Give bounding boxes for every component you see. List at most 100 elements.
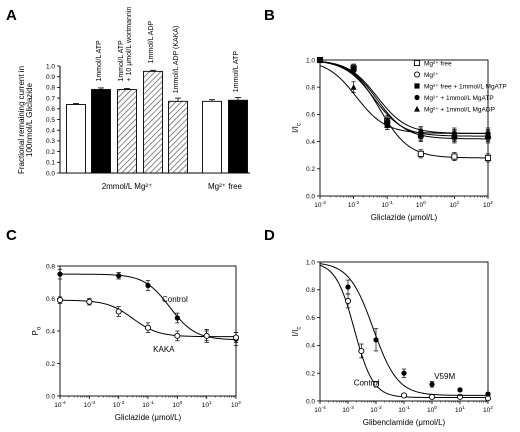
data-point: [144, 324, 152, 331]
y-tick-label: 0.0: [306, 398, 315, 405]
bar: [66, 104, 86, 174]
bar-label: 1mmol/L ATP: [233, 51, 240, 93]
x-tick-label: 101: [455, 405, 465, 414]
x-tick-exponent: -2: [377, 405, 382, 411]
bar-label: 1mmol/L ADP: [148, 20, 155, 63]
x-tick-label: 10-1: [142, 400, 154, 409]
bar: [228, 99, 248, 174]
legend-entry: Mg²⁺ + 1mmol/L MgATP: [424, 95, 494, 102]
x-tick-label: 100: [172, 400, 182, 409]
data-point: [417, 150, 424, 157]
y-tick-label: 0.2: [46, 149, 55, 156]
x-tick-label: 10-2: [370, 405, 382, 414]
data-point: [232, 334, 240, 341]
x-tick-base: 10: [427, 407, 435, 414]
x-tick-base: 10: [370, 407, 378, 414]
data-point: [451, 131, 458, 138]
y-tick-label: 0.8: [306, 287, 315, 294]
data-point: [358, 347, 365, 355]
y-tick-label: 0.8: [46, 85, 55, 92]
fit-curve: [319, 263, 488, 396]
y-tick-label: 0.1: [46, 160, 55, 167]
data-point: [413, 59, 421, 67]
x-axis-label: Gliclazide (μmol/L): [371, 213, 438, 222]
x-tick-exponent: -3: [349, 405, 354, 411]
panel-a-bar-chart: 0.0 0.1 0.2 0.3 0.4 0.5 0.6 0.7 0.8 0.9 1.0 Fractio…: [17, 7, 250, 191]
x-tick-label: 10-1: [398, 405, 410, 414]
x-tick-base: 10: [113, 402, 121, 409]
x-tick-exponent: 1: [209, 400, 212, 406]
data-point: [350, 84, 357, 90]
x-tick-label: 10-2: [113, 400, 125, 409]
curve-annotation: KAKA: [153, 345, 175, 354]
x-tick-base: 10: [342, 407, 350, 414]
x-tick-exponent: -3: [321, 200, 326, 206]
x-tick-label: 101: [202, 400, 212, 409]
group-label: Mg²⁺ free: [208, 182, 243, 191]
data-point: [203, 332, 210, 339]
legend-entry: Mg²⁺: [424, 72, 439, 79]
x-tick-label: 100: [416, 200, 426, 209]
curve-annotation: Control: [354, 379, 380, 388]
bar-label-line: 1mmol/L ADP (KAKA): [173, 26, 180, 94]
data-point: [344, 297, 352, 304]
y-tick-label: 0.0: [46, 170, 55, 177]
data-point: [457, 387, 463, 393]
x-tick-exponent: -1: [389, 200, 394, 206]
x-tick-exponent: -3: [91, 400, 96, 406]
data-point: [484, 154, 492, 161]
x-axis-label: Gliclazide (μmol/L): [115, 413, 182, 422]
x-tick-base: 10: [455, 407, 463, 414]
x-tick-label: 10-1: [381, 200, 393, 209]
x-tick-exponent: 2: [238, 400, 241, 406]
panel-c-open-probability: 10-4 10-3 10-2 10-1 100 101 1020.00.20.40.60.8…: [31, 263, 241, 422]
legend-entry: Mg²⁺ free + 1mmol/L MgATP: [424, 83, 507, 90]
x-tick-base: 10: [348, 202, 356, 209]
y-tick-label: 0.2: [306, 166, 315, 173]
plot-frame: [319, 261, 489, 402]
data-point: [373, 337, 379, 343]
data-point: [414, 105, 420, 112]
legend-entry: Mg²⁺ + 1mmol/L MgADP: [424, 106, 495, 113]
x-tick-base: 10: [314, 202, 322, 209]
bar-label-line: + 10 μmol/L wortmannin: [126, 7, 133, 82]
data-point: [413, 71, 421, 78]
x-tick-exponent: 1: [462, 405, 465, 411]
y-axis-label-main: P: [31, 330, 40, 335]
x-tick-label: 102: [483, 200, 493, 209]
x-tick-exponent: 2: [490, 200, 493, 206]
x-tick-exponent: -2: [355, 200, 360, 206]
y-tick-label: 0.8: [306, 85, 315, 92]
y-tick-label: 0.3: [46, 138, 55, 145]
x-tick-exponent: 0: [180, 400, 183, 406]
bar: [143, 70, 163, 174]
x-tick-base: 10: [483, 407, 491, 414]
data-point: [345, 284, 351, 290]
panel-label-a: A: [6, 7, 17, 24]
panel-d-glibenclamide: 10-4 10-3 10-2 10-1 100 101 1020.00.20.40.60.8…: [291, 259, 493, 427]
x-tick-label: 10-4: [54, 400, 66, 409]
y-axis-label: Fractional remaining current in100nmol/L…: [17, 66, 34, 174]
data-point: [485, 131, 491, 138]
data-point: [485, 391, 491, 397]
data-point: [351, 65, 357, 71]
data-point: [86, 298, 93, 305]
data-point: [317, 56, 323, 63]
data-point: [400, 392, 408, 399]
data-point: [56, 297, 64, 304]
x-tick-base: 10: [84, 402, 92, 409]
x-tick-base: 10: [483, 202, 491, 209]
x-tick-base: 10: [314, 407, 322, 414]
data-point: [417, 130, 424, 137]
y-axis-label: I/Ic: [291, 123, 303, 133]
bar-label: 1mmol/L ADP (KAKA): [173, 26, 180, 94]
x-tick-base: 10: [231, 402, 239, 409]
y-axis-label-line: Fractional remaining current in: [17, 66, 26, 174]
bar: [117, 89, 137, 174]
y-tick-label: 0.8: [46, 263, 55, 270]
bar: [202, 100, 222, 174]
bar-label-line: 1mmol/L ADP: [148, 20, 155, 63]
x-tick-base: 10: [172, 402, 180, 409]
legend-entry: Mg²⁺ free: [424, 60, 452, 67]
